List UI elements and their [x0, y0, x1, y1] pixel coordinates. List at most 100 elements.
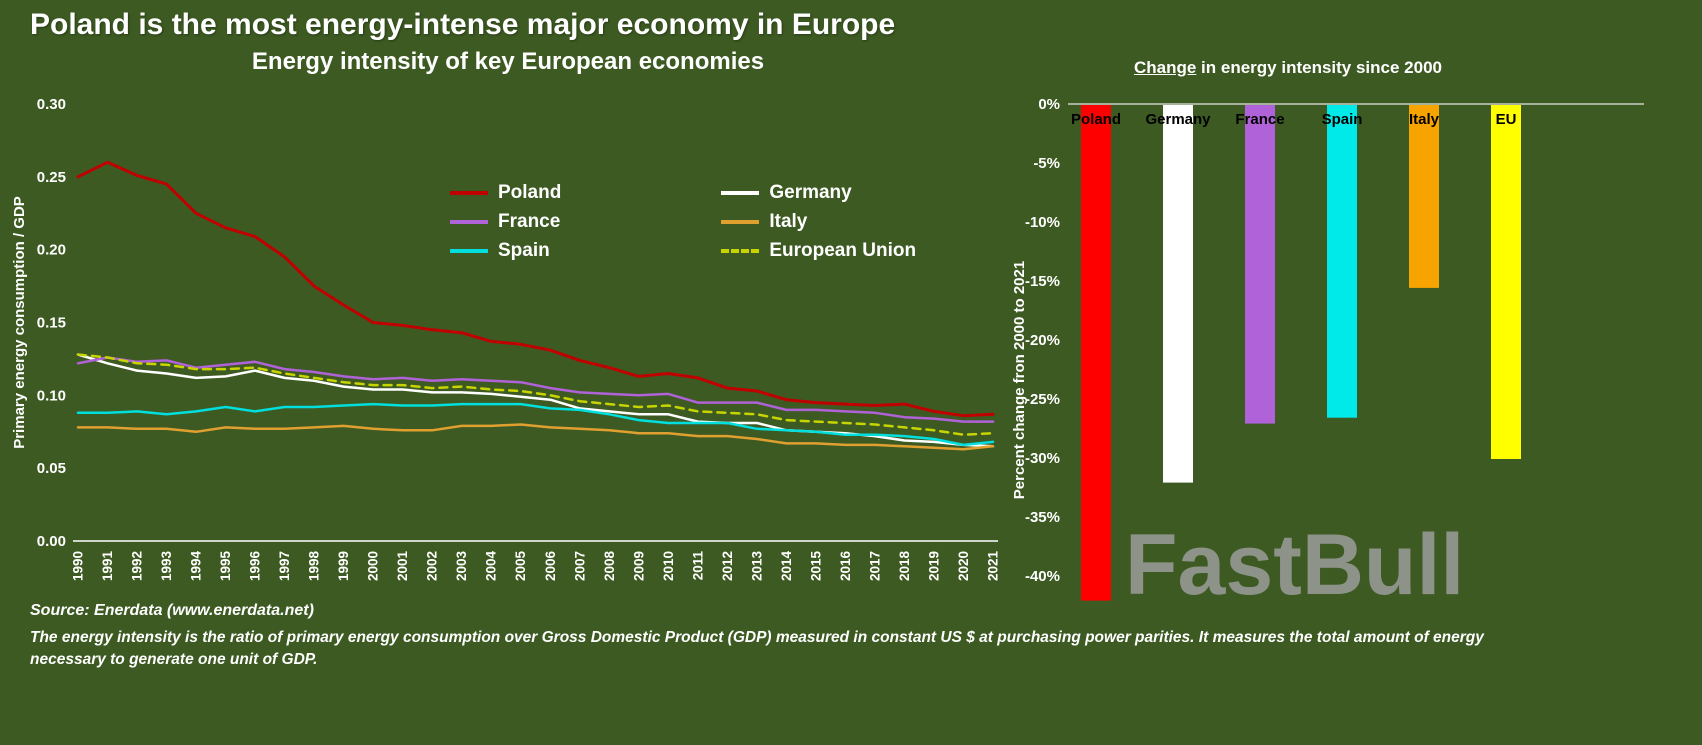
legend-swatch: [721, 220, 760, 224]
charts-row: Energy intensity of key European economi…: [0, 42, 1702, 645]
x-tick-label: 2014: [779, 551, 794, 582]
x-tick-label: 2010: [661, 551, 676, 581]
legend-label: France: [498, 211, 561, 232]
y-tick-label: -5%: [1033, 155, 1060, 172]
bar-chart-title: Change in energy intensity since 2000: [1008, 58, 1568, 78]
series-line-germany: [76, 353, 995, 448]
y-tick-label: 0.15: [37, 315, 66, 332]
bar-chart-section: Change in energy intensity since 2000 0%…: [1008, 42, 1668, 645]
x-axis: 1990 1991 1992 1993 1994 1995 1996 1997 1998 1999…: [71, 551, 1001, 582]
bar-title-rest: in energy intensity since 2000: [1196, 58, 1442, 77]
x-tick-label: 2013: [749, 551, 764, 582]
x-tick-label: 2009: [631, 551, 646, 581]
y-tick-label: 0.10: [37, 387, 66, 404]
bar-label-spain: Spain: [1322, 111, 1363, 128]
bar-label-italy: Italy: [1409, 111, 1440, 128]
y-tick-label: -10%: [1025, 214, 1060, 231]
source-text: Source: Enerdata (www.enerdata.net): [30, 602, 314, 619]
bar-label-poland: Poland: [1071, 111, 1121, 128]
x-tick-label: 1996: [248, 551, 263, 582]
x-tick-label: 1999: [336, 551, 351, 581]
y-tick-label: 0.00: [37, 533, 66, 550]
legend-swatch: [721, 249, 760, 253]
x-tick-label: 2015: [808, 551, 823, 582]
bar-germany: [1163, 105, 1193, 483]
legend-swatch: [450, 249, 488, 253]
bar-label-france: France: [1235, 111, 1284, 128]
legend-item-germany: Germany: [721, 182, 916, 204]
bar-title-underlined: Change: [1133, 58, 1197, 77]
y-tick-label: -15%: [1025, 273, 1060, 290]
bar-poland: [1081, 105, 1111, 601]
bar-italy: [1409, 105, 1439, 288]
y-tick-label: 0.20: [37, 242, 66, 259]
x-tick-label: 2016: [838, 551, 853, 582]
page-title: Poland is the most energy-intense major …: [30, 8, 896, 41]
legend-label: Poland: [498, 182, 562, 203]
x-tick-label: 1994: [189, 551, 204, 582]
y-tick-label: -20%: [1025, 332, 1060, 349]
x-tick-label: 2004: [484, 551, 499, 582]
legend-label: Spain: [498, 240, 550, 261]
legend-item-spain: Spain: [450, 240, 561, 262]
legend-label: Italy: [769, 211, 808, 232]
x-tick-label: 1991: [100, 551, 115, 582]
x-tick-label: 2006: [543, 551, 558, 582]
series-line-european-union: [76, 353, 995, 436]
x-tick-label: 2012: [720, 551, 735, 581]
x-tick-label: 2008: [602, 551, 617, 582]
line-chart-section: Energy intensity of key European economi…: [0, 42, 1008, 641]
y-tick-label: 0.25: [37, 169, 66, 186]
line-chart: 0.00 0.05 0.10 0.15 0.20 0.25 0.30 1990 1991 1992…: [11, 96, 1001, 582]
y-tick-label: 0.30: [37, 96, 66, 113]
bar-eu: [1491, 105, 1521, 459]
x-tick-label: 2021: [986, 551, 1001, 582]
footnote-text: The energy intensity is the ratio of pri…: [30, 629, 1484, 669]
x-tick-label: 2011: [690, 551, 705, 581]
bar-spain: [1327, 105, 1357, 418]
legend-label: European Union: [769, 240, 917, 261]
x-tick-label: 1990: [71, 551, 86, 581]
x-tick-label: 2017: [867, 551, 882, 581]
x-tick-label: 2002: [425, 551, 440, 581]
line-chart-y-axis-label: Primary energy consumption / GDP: [11, 196, 28, 449]
series-line-italy: [76, 423, 995, 451]
bar-chart-y-axis-label: Percent change fron 2000 to 2021: [1011, 261, 1028, 499]
x-tick-label: 2005: [513, 551, 528, 582]
x-tick-label: 2018: [897, 551, 912, 582]
footer: Source: Enerdata (www.enerdata.net) The …: [30, 602, 1680, 672]
fastbull-watermark: FastBull: [1125, 517, 1465, 613]
series-line-france: [76, 356, 995, 423]
legend-swatch: [721, 191, 760, 195]
y-tick-label: -35%: [1025, 509, 1060, 526]
x-tick-label: 2003: [454, 551, 469, 582]
y-tick-label: -30%: [1025, 450, 1060, 467]
bar-france: [1245, 105, 1275, 424]
series-line-spain: [76, 402, 995, 447]
y-tick-label: -25%: [1025, 391, 1060, 408]
x-tick-label: 2001: [395, 551, 410, 582]
y-tick-label: 0%: [1038, 96, 1060, 113]
line-chart-title: Energy intensity of key European economi…: [251, 48, 765, 75]
legend-item-poland: Poland: [450, 182, 561, 204]
legend-item-italy: Italy: [721, 211, 916, 233]
series-line-poland: [76, 160, 995, 418]
bar-label-germany: Germany: [1145, 111, 1211, 128]
x-tick-label: 1992: [130, 551, 145, 581]
bar-chart: 0% -5% -10% -15% -20% -25% -30% -35% -40% Poland G…: [1011, 96, 1644, 601]
x-tick-label: 1995: [218, 551, 233, 582]
x-tick-label: 2020: [956, 551, 971, 581]
legend-swatch: [450, 220, 488, 224]
x-tick-label: 1993: [159, 551, 174, 582]
x-tick-label: 2007: [572, 551, 587, 581]
bar-label-eu: EU: [1496, 111, 1517, 128]
x-tick-label: 1997: [277, 551, 292, 581]
chart-legend: Poland Germany France Italy Spain European Un…: [450, 182, 916, 262]
y-axis: 0.00 0.05 0.10 0.15 0.20 0.25 0.30: [37, 96, 66, 550]
legend-label: Germany: [769, 182, 852, 203]
y-tick-label: -40%: [1025, 568, 1060, 585]
bar-y-axis: 0% -5% -10% -15% -20% -25% -30% -35% -40%: [1025, 96, 1060, 585]
x-tick-label: 1998: [307, 551, 322, 582]
legend-item-france: France: [450, 211, 561, 233]
